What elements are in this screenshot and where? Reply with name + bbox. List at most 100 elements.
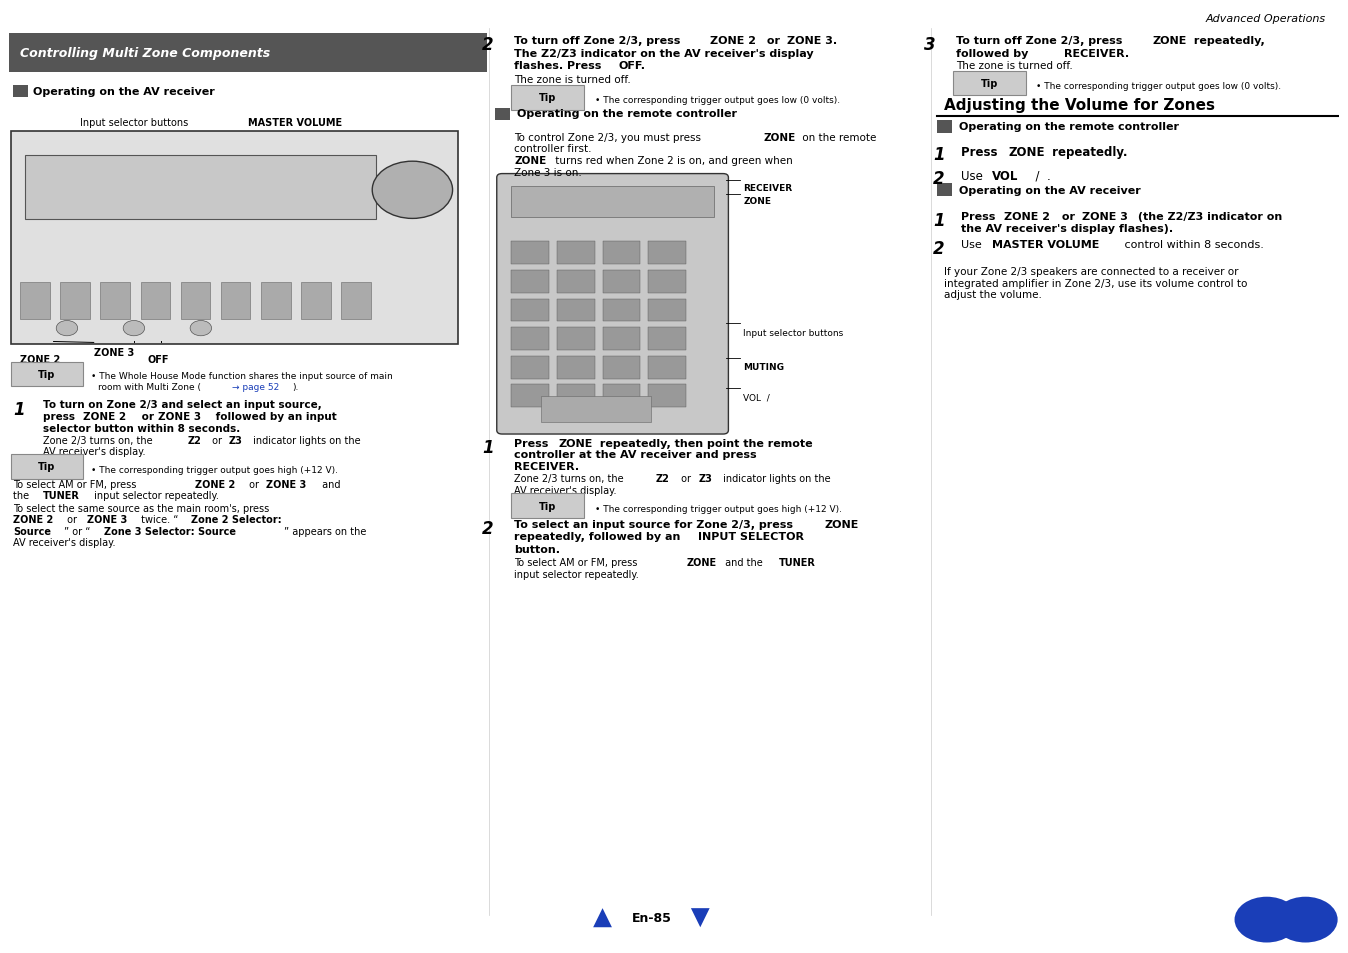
FancyBboxPatch shape [140,283,170,319]
FancyBboxPatch shape [937,184,952,196]
Text: ZONE 2: ZONE 2 [709,36,756,46]
FancyBboxPatch shape [648,328,686,351]
Text: The Z2/Z3 indicator on the AV receiver's display: The Z2/Z3 indicator on the AV receiver's… [514,49,814,58]
FancyBboxPatch shape [557,328,594,351]
Text: the: the [13,491,32,500]
Text: controller first.: controller first. [514,144,592,153]
Text: ZONE: ZONE [743,197,771,206]
Circle shape [372,162,453,219]
FancyBboxPatch shape [9,34,488,72]
Text: • The corresponding trigger output goes low (0 volts).: • The corresponding trigger output goes … [1037,82,1282,91]
Text: RECEIVER.: RECEIVER. [514,461,580,471]
Text: VOL: VOL [992,170,1019,183]
Text: Source: Source [13,526,51,536]
FancyBboxPatch shape [341,283,371,319]
Text: or: or [65,515,81,524]
FancyBboxPatch shape [603,271,640,294]
FancyBboxPatch shape [511,299,549,322]
Text: ” appears on the: ” appears on the [284,526,367,536]
Text: Tip: Tip [981,79,998,89]
Text: Advanced Operations: Advanced Operations [1205,14,1325,24]
Text: To select an input source for Zone 2/3, press: To select an input source for Zone 2/3, … [514,519,797,529]
Text: To select AM or FM, press: To select AM or FM, press [514,558,640,567]
Text: 1: 1 [13,400,26,418]
Text: → page 52: → page 52 [232,382,279,391]
FancyBboxPatch shape [603,299,640,322]
FancyBboxPatch shape [603,328,640,351]
Text: ZONE: ZONE [558,438,593,448]
Text: Input selector buttons: Input selector buttons [743,329,844,337]
Text: followed by: followed by [956,49,1043,58]
Text: OFF: OFF [147,355,168,364]
Text: ZONE: ZONE [514,156,546,166]
Text: AV receiver's display.: AV receiver's display. [13,537,116,547]
Text: Operating on the AV receiver: Operating on the AV receiver [34,87,216,96]
Text: Press: Press [514,438,553,448]
Text: button.: button. [514,544,561,554]
FancyBboxPatch shape [557,356,594,379]
FancyBboxPatch shape [511,385,549,408]
FancyBboxPatch shape [511,242,549,265]
Circle shape [123,321,144,336]
Text: To select AM or FM, press: To select AM or FM, press [13,479,140,489]
Text: TUNER: TUNER [43,491,80,500]
Text: Zone 3 is on.: Zone 3 is on. [514,168,582,177]
Text: Input selector buttons: Input selector buttons [81,118,189,128]
Text: the AV receiver's display flashes).: the AV receiver's display flashes). [961,224,1174,233]
Text: ZONE 3: ZONE 3 [1082,212,1128,221]
Text: AV receiver's display.: AV receiver's display. [514,485,616,495]
Text: 2: 2 [483,36,493,54]
Text: ZONE: ZONE [763,132,795,142]
Text: adjust the volume.: adjust the volume. [944,290,1042,299]
Text: ZONE 3: ZONE 3 [94,348,133,357]
FancyBboxPatch shape [541,396,651,422]
Text: Zone 2 Selector:: Zone 2 Selector: [191,515,282,524]
Text: Operating on the remote controller: Operating on the remote controller [958,122,1178,132]
Text: input selector repeatedly.: input selector repeatedly. [514,569,639,578]
Text: press: press [43,412,78,421]
Text: To select the same source as the main room's, press: To select the same source as the main ro… [13,503,270,513]
Text: • The Whole House Mode function shares the input source of main: • The Whole House Mode function shares t… [92,372,392,380]
Text: Controlling Multi Zone Components: Controlling Multi Zone Components [20,47,271,60]
Text: Press: Press [961,212,1000,221]
Text: on the remote: on the remote [799,132,876,142]
Text: AV receiver's display.: AV receiver's display. [43,447,146,456]
Text: 2: 2 [483,519,493,537]
FancyBboxPatch shape [497,174,728,435]
FancyBboxPatch shape [557,242,594,265]
FancyBboxPatch shape [20,283,50,319]
Text: MASTER VOLUME: MASTER VOLUME [992,240,1100,250]
Text: ZONE 2: ZONE 2 [1004,212,1050,221]
Text: selector button within 8 seconds.: selector button within 8 seconds. [43,423,240,433]
FancyBboxPatch shape [11,455,84,479]
Text: integrated amplifier in Zone 2/3, use its volume control to: integrated amplifier in Zone 2/3, use it… [944,278,1247,288]
Text: Zone 2/3 turns on, the: Zone 2/3 turns on, the [43,436,155,445]
Text: ZONE: ZONE [825,519,859,529]
Text: flashes. Press: flashes. Press [514,61,605,71]
FancyBboxPatch shape [648,242,686,265]
Text: MUTING: MUTING [743,362,785,371]
Text: Z3: Z3 [229,436,243,445]
Text: Use: Use [961,170,987,183]
Text: To turn off Zone 2/3, press: To turn off Zone 2/3, press [956,36,1127,46]
Text: To turn on Zone 2/3 and select an input source,: To turn on Zone 2/3 and select an input … [43,399,322,409]
Circle shape [1235,897,1299,943]
Text: and: and [318,479,340,489]
Text: Operating on the AV receiver: Operating on the AV receiver [958,186,1140,195]
Text: indicator lights on the: indicator lights on the [251,436,361,445]
Text: 2: 2 [933,240,945,258]
FancyBboxPatch shape [648,299,686,322]
Text: Tip: Tip [38,370,55,379]
FancyBboxPatch shape [648,356,686,379]
Text: To control Zone 2/3, you must press: To control Zone 2/3, you must press [514,132,705,142]
FancyBboxPatch shape [511,494,584,518]
Text: En-85: En-85 [632,911,673,924]
Text: Z2: Z2 [656,474,670,483]
Text: repeatedly.: repeatedly. [1049,146,1128,159]
FancyBboxPatch shape [262,283,291,319]
Text: /  .: / . [1029,170,1051,183]
Text: • The corresponding trigger output goes high (+12 V).: • The corresponding trigger output goes … [92,465,338,474]
FancyBboxPatch shape [603,242,640,265]
Text: (the Z2/Z3 indicator on: (the Z2/Z3 indicator on [1134,212,1282,221]
FancyBboxPatch shape [557,271,594,294]
